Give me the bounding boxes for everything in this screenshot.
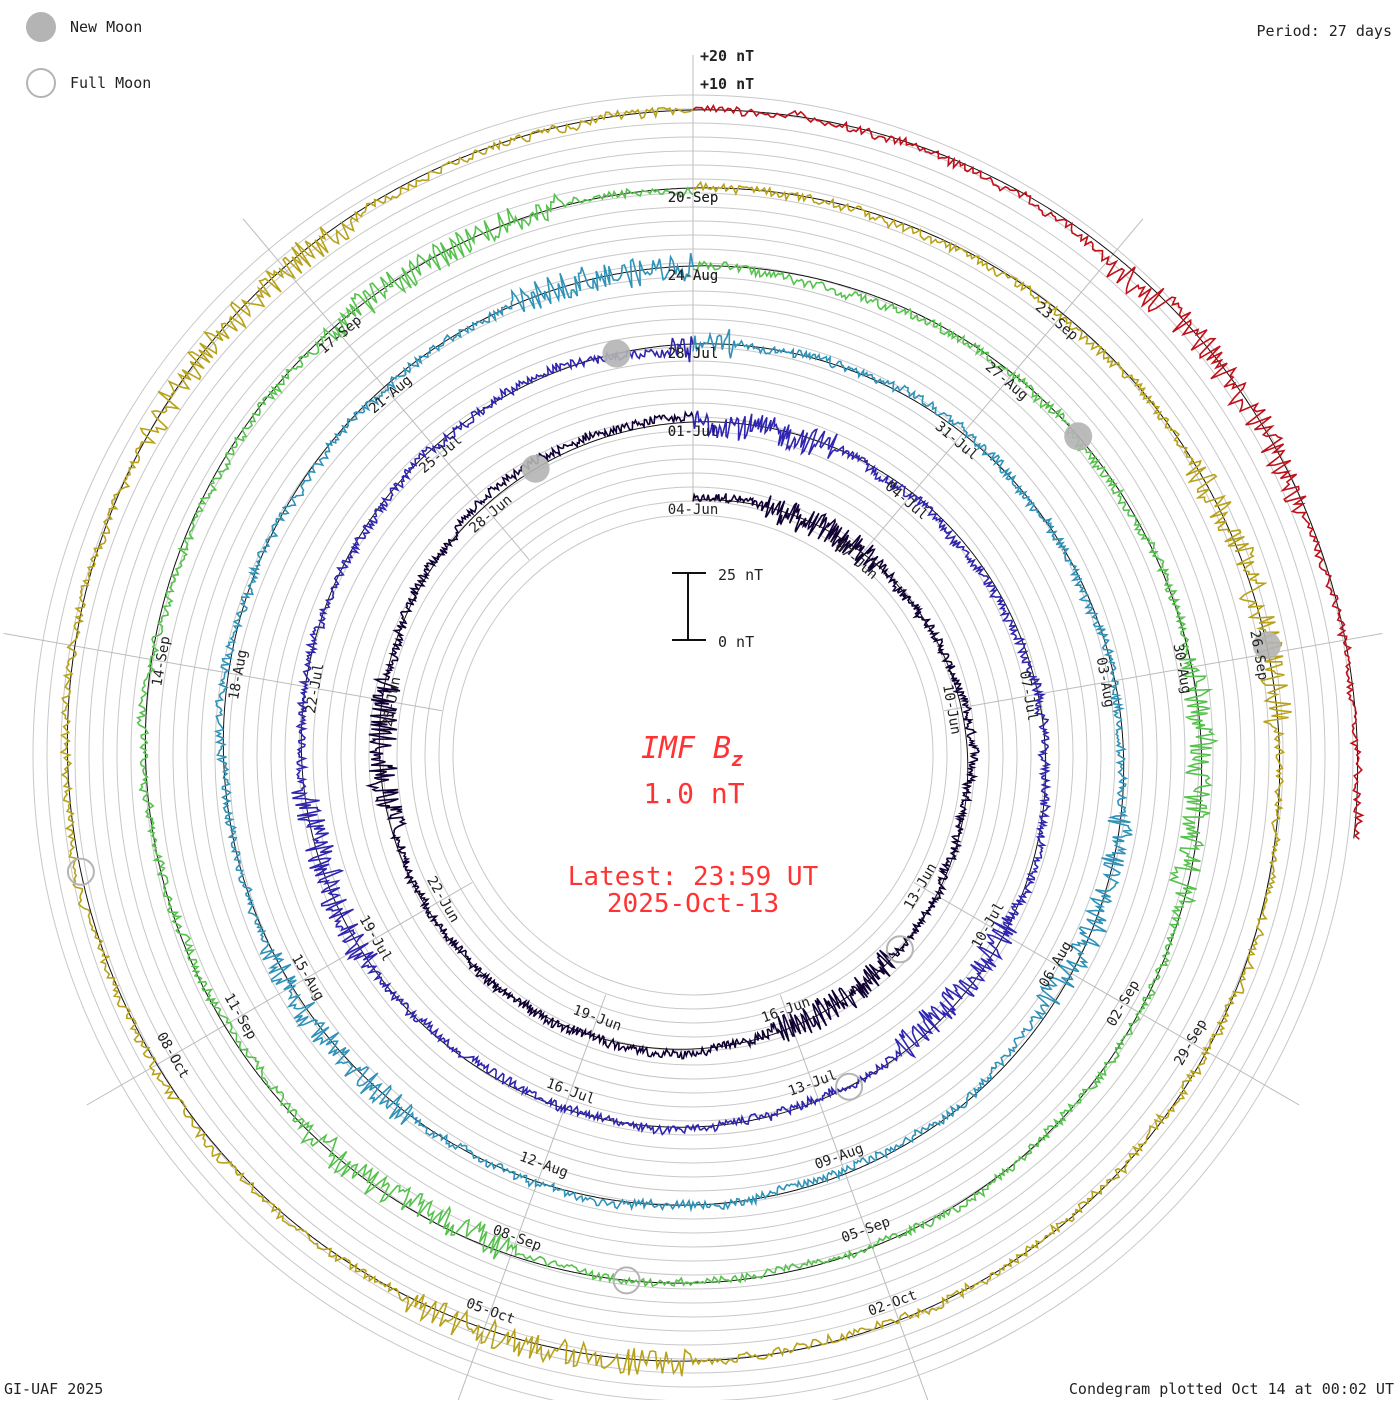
scale-bar: 25 nT 0 nT xyxy=(672,566,763,651)
series-rotation-1 xyxy=(365,410,981,1060)
day-label: 28-Jul xyxy=(668,346,719,362)
legend-new-moon-label: New Moon xyxy=(70,18,143,36)
legend-full-moon: Full Moon xyxy=(26,68,151,98)
series-rotation-5 xyxy=(59,106,1292,1377)
period-label: Period: 27 days xyxy=(1256,22,1392,40)
day-label: 08-Sep xyxy=(491,1222,544,1254)
center-title: IMF Bz xyxy=(641,731,743,771)
new-moon-marker xyxy=(521,454,550,483)
day-label: 20-Sep xyxy=(668,190,719,206)
new-moon-marker xyxy=(602,339,631,368)
center-latest: Latest: 23:59 UT xyxy=(568,862,819,892)
day-spoke xyxy=(3,632,442,712)
moon-markers xyxy=(66,339,1281,1295)
series-rotation-4 xyxy=(136,186,1219,1288)
day-label: 11-Sep xyxy=(220,991,259,1043)
day-label: 04-Jun xyxy=(668,502,719,518)
baseline-rotation-6 xyxy=(693,109,1359,839)
day-label: 01-Jul xyxy=(668,424,719,440)
day-spoke xyxy=(779,994,930,1404)
legend-new-moon: New Moon xyxy=(26,12,142,42)
series-traces xyxy=(59,104,1365,1377)
series-rotation-2 xyxy=(291,336,1052,1136)
day-label: 05-Sep xyxy=(839,1214,892,1246)
series-rotation-3 xyxy=(213,252,1133,1213)
full-moon-marker xyxy=(835,1072,864,1101)
day-label: 23-Sep xyxy=(1032,299,1081,344)
day-spokes xyxy=(3,55,1383,1404)
day-label: 02-Oct xyxy=(866,1287,919,1319)
day-label: 30-Aug xyxy=(1170,643,1195,696)
day-spoke xyxy=(944,632,1383,712)
full-moon-marker xyxy=(612,1266,641,1295)
new-moon-marker xyxy=(1252,631,1281,660)
baseline-rotation-5 xyxy=(66,109,1281,1362)
baseline-rotation-1 xyxy=(378,421,969,1050)
day-label: 20-Sep xyxy=(668,190,719,206)
center-value: 1.0 nT xyxy=(643,777,744,810)
grid-ring xyxy=(452,514,934,996)
plotted-label: Condegram plotted Oct 14 at 00:02 UT xyxy=(1068,1380,1394,1398)
day-label: 22-Jul xyxy=(303,662,328,715)
day-label: 28-Jun xyxy=(466,492,515,537)
new-moon-marker xyxy=(1064,422,1093,451)
outer-scale-20-label: +20 nT xyxy=(700,47,754,65)
day-spoke xyxy=(913,882,1300,1106)
day-label: 24-Aug xyxy=(668,268,719,284)
day-label: 24-Aug xyxy=(668,268,719,284)
full-moon-icon xyxy=(26,68,56,98)
day-label: 04-Jul xyxy=(882,479,931,524)
day-spoke xyxy=(456,994,607,1404)
scale-bar-top-label: 25 nT xyxy=(718,566,763,584)
day-label: 28-Jul xyxy=(668,346,719,362)
legend-full-moon-label: Full Moon xyxy=(70,74,152,92)
full-moon-marker xyxy=(66,857,95,886)
center-date: 2025-Oct-13 xyxy=(607,889,779,919)
series-rotation-6 xyxy=(692,104,1365,840)
day-label: 06-Aug xyxy=(1036,939,1075,991)
day-label: 19-Jun xyxy=(571,1002,624,1034)
day-spoke xyxy=(856,218,1144,560)
day-label: 01-Jul xyxy=(668,424,719,440)
full-moon-marker xyxy=(885,935,914,964)
scale-bar-bottom-label: 0 nT xyxy=(718,633,754,651)
credit-label: GI-UAF 2025 xyxy=(4,1380,104,1398)
new-moon-icon xyxy=(26,12,56,42)
outer-scale-10-label: +10 nT xyxy=(700,75,754,93)
